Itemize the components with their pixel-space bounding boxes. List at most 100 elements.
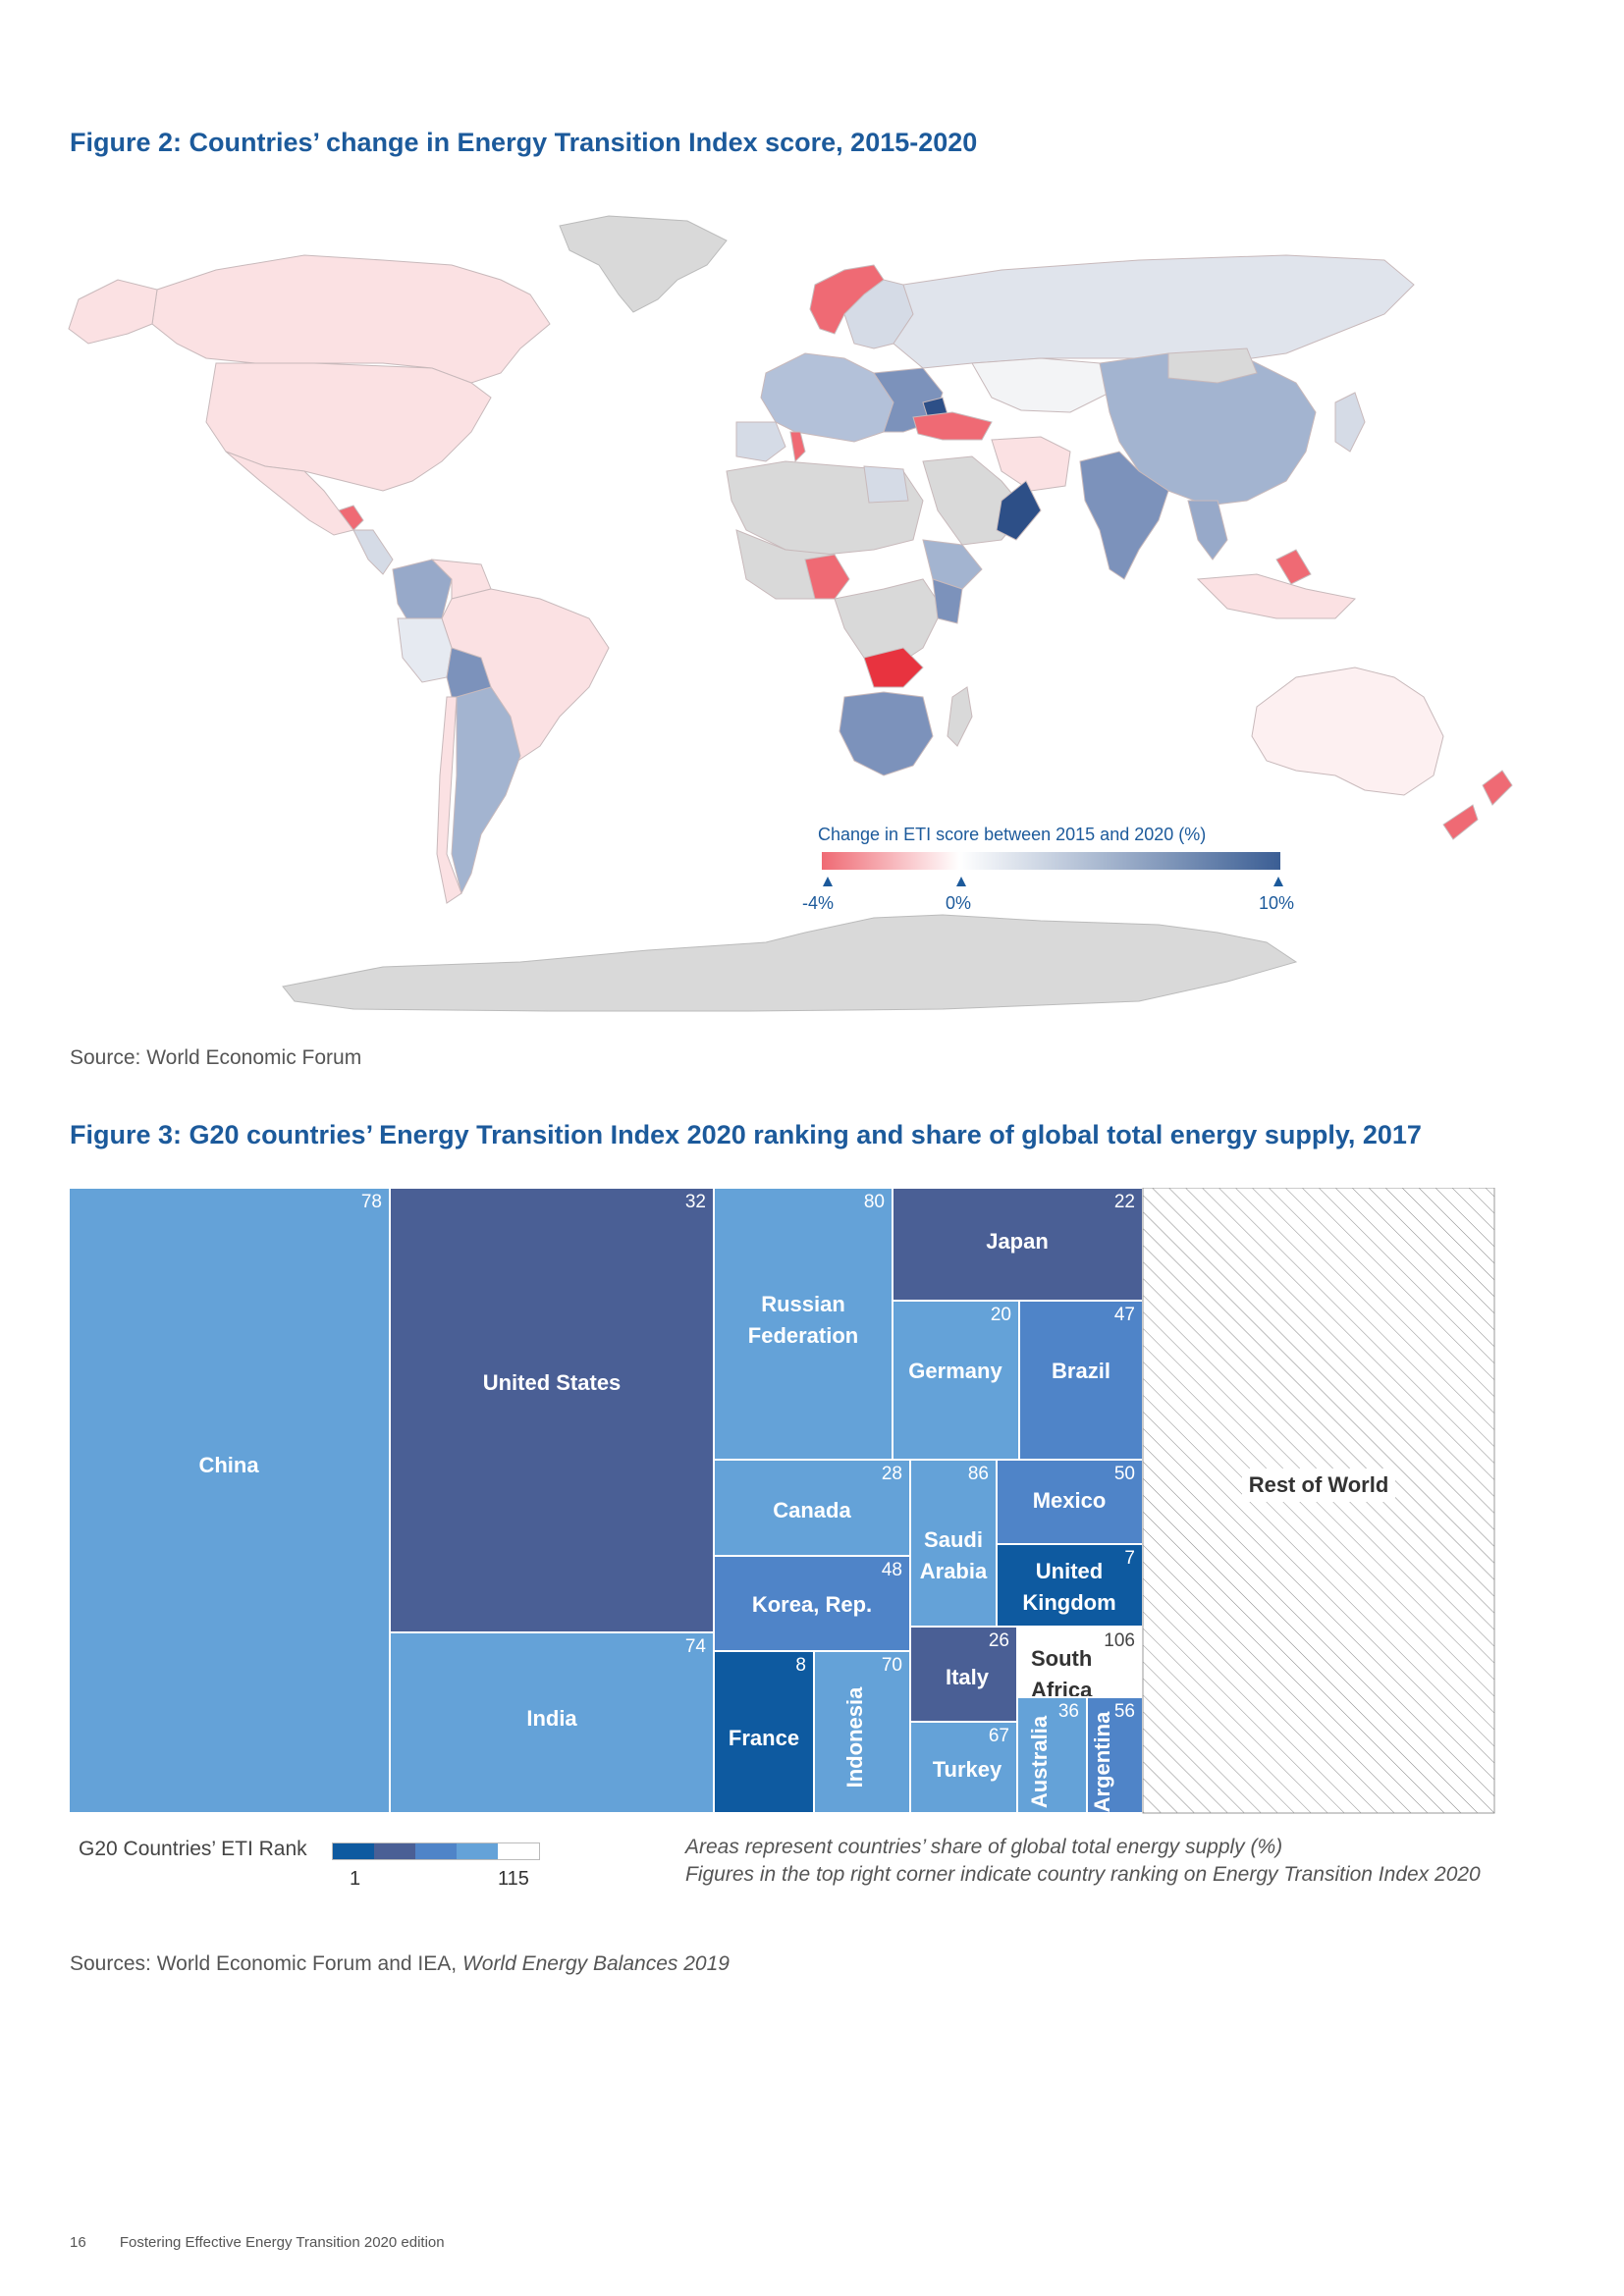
tm-label-italy: Italy	[946, 1665, 990, 1689]
rank-swatch-5	[498, 1843, 539, 1859]
map-legend-marker-zero	[956, 877, 966, 886]
rank-legend-bar	[332, 1842, 540, 1860]
tm-label-russian-federation: Russian Federation	[748, 1292, 858, 1348]
tm-label-united-states: United States	[483, 1370, 622, 1395]
map-legend-tick-ten: 10%	[1259, 893, 1294, 913]
map-philippines	[1275, 549, 1312, 585]
tm-label-france: France	[729, 1726, 799, 1750]
rank-swatch-3	[415, 1843, 457, 1859]
tm-label-united-kingdom: United Kingdom	[1022, 1559, 1115, 1615]
rank-legend-min: 1	[350, 1868, 361, 1890]
map-madagascar	[947, 686, 973, 747]
tm-label-germany: Germany	[908, 1359, 1002, 1383]
map-ethiopia	[922, 539, 983, 590]
tm-label-china: China	[198, 1453, 259, 1477]
tm-cell-brazil	[1018, 1300, 1144, 1461]
tm-rank-saudi-arabia: 86	[968, 1464, 989, 1484]
map-legend-gradient	[822, 852, 1280, 870]
tm-rank-argentina: 56	[1114, 1701, 1135, 1722]
tm-rank-indonesia: 70	[882, 1655, 902, 1676]
tm-label-brazil: Brazil	[1052, 1359, 1110, 1383]
figure3-notes: Areas represent countries’ share of glob…	[685, 1834, 1481, 1889]
tm-label-mexico: Mexico	[1033, 1488, 1107, 1513]
tm-cell-canada	[713, 1459, 911, 1557]
rank-legend-label: G20 Countries’ ETI Rank	[79, 1838, 307, 1860]
map-australia	[1251, 667, 1444, 796]
tm-cell-united-states	[389, 1188, 715, 1633]
map-china	[1099, 352, 1317, 507]
tm-cell-south-africa	[1016, 1626, 1144, 1698]
tm-cell-germany	[892, 1300, 1020, 1461]
figure3-source-title: World Energy Balances 2019	[461, 1952, 730, 1975]
tm-cell-india	[389, 1631, 715, 1814]
tm-rank-korea-rep: 48	[882, 1560, 902, 1580]
map-guatemala	[338, 505, 364, 531]
tm-cell-argentina	[1086, 1696, 1144, 1814]
figure3-source-prefix: Sources: World Economic Forum and IEA,	[70, 1952, 462, 1975]
map-india	[1079, 451, 1169, 580]
tm-rank-india: 74	[685, 1636, 707, 1657]
map-kazakhstan	[971, 357, 1110, 413]
page-number: 16	[70, 2234, 86, 2251]
map-new-zealand	[1442, 770, 1513, 840]
map-se-asia	[1187, 500, 1228, 561]
tm-label-india: India	[526, 1706, 577, 1731]
tm-rank-france: 8	[795, 1655, 806, 1676]
map-central-africa	[834, 578, 944, 668]
tm-label-korea-rep: Korea, Rep.	[752, 1592, 872, 1617]
figure2-title: Figure 2: Countries’ change in Energy Tr…	[70, 128, 978, 157]
map-egypt	[863, 465, 909, 504]
world-map: Change in ETI score between 2015 and 202…	[68, 215, 1513, 1012]
tm-label-japan: Japan	[986, 1229, 1049, 1254]
map-peru	[397, 617, 453, 683]
tm-cell-russian-federation	[713, 1188, 893, 1461]
tm-rank-china: 78	[361, 1192, 382, 1212]
tm-label-indonesia: Indonesia	[842, 1686, 867, 1788]
rank-legend: G20 Countries’ ETI Rank 1 115	[79, 1834, 569, 1902]
tm-cell-japan	[892, 1188, 1144, 1302]
tm-label-saudi-arabia: Saudi Arabia	[920, 1527, 988, 1583]
figure2-source: Source: World Economic Forum	[70, 1046, 362, 1069]
map-iran	[991, 436, 1071, 492]
tm-label-australia: Australia	[1027, 1715, 1052, 1808]
map-argentina	[451, 686, 521, 895]
rank-swatch-1	[333, 1843, 374, 1859]
map-legend-tick-neg4: -4%	[802, 893, 834, 913]
map-legend-marker-ten	[1273, 877, 1283, 886]
tm-cell-indonesia	[813, 1650, 911, 1814]
figure3-title: Figure 3: G20 countries’ Energy Transiti…	[70, 1120, 1422, 1149]
map-legend-tick-zero: 0%	[946, 893, 971, 913]
rank-legend-max: 115	[498, 1868, 529, 1890]
tm-rank-turkey: 67	[989, 1726, 1009, 1746]
map-legend-title: Change in ETI score between 2015 and 202…	[818, 825, 1206, 844]
map-spain	[735, 421, 786, 462]
tm-rank-italy: 26	[989, 1630, 1009, 1651]
map-russia	[893, 254, 1415, 369]
map-mongolia	[1167, 347, 1258, 384]
map-legend-marker-neg4	[823, 877, 833, 886]
map-zambia	[863, 647, 924, 688]
tm-label-bg-rest-of-world	[1242, 1468, 1395, 1502]
tm-cell-australia	[1016, 1696, 1088, 1814]
tm-rank-germany: 20	[991, 1305, 1011, 1325]
map-tunisia	[789, 431, 806, 463]
tm-rank-australia: 36	[1058, 1701, 1079, 1722]
map-oman	[996, 480, 1042, 541]
tm-rank-south-africa: 106	[1104, 1630, 1135, 1651]
tm-cell-china	[69, 1188, 391, 1814]
map-western-europe	[760, 352, 894, 443]
publication-title: Fostering Effective Energy Transition 20…	[119, 2234, 445, 2251]
page-footer: 16 Fostering Effective Energy Transition…	[70, 2234, 445, 2251]
rank-swatch-4	[457, 1843, 498, 1859]
tm-label-turkey: Turkey	[933, 1757, 1002, 1782]
tm-label-argentina: Argentina	[1090, 1711, 1114, 1812]
map-turkey	[912, 411, 993, 441]
map-antarctica	[282, 914, 1298, 1012]
rank-swatch-2	[374, 1843, 415, 1859]
map-nigeria	[804, 554, 850, 600]
tm-label-canada: Canada	[773, 1498, 851, 1522]
tm-cell-france	[713, 1650, 815, 1814]
map-malaysia-indonesia	[1196, 573, 1357, 619]
map-kenya	[932, 578, 963, 624]
